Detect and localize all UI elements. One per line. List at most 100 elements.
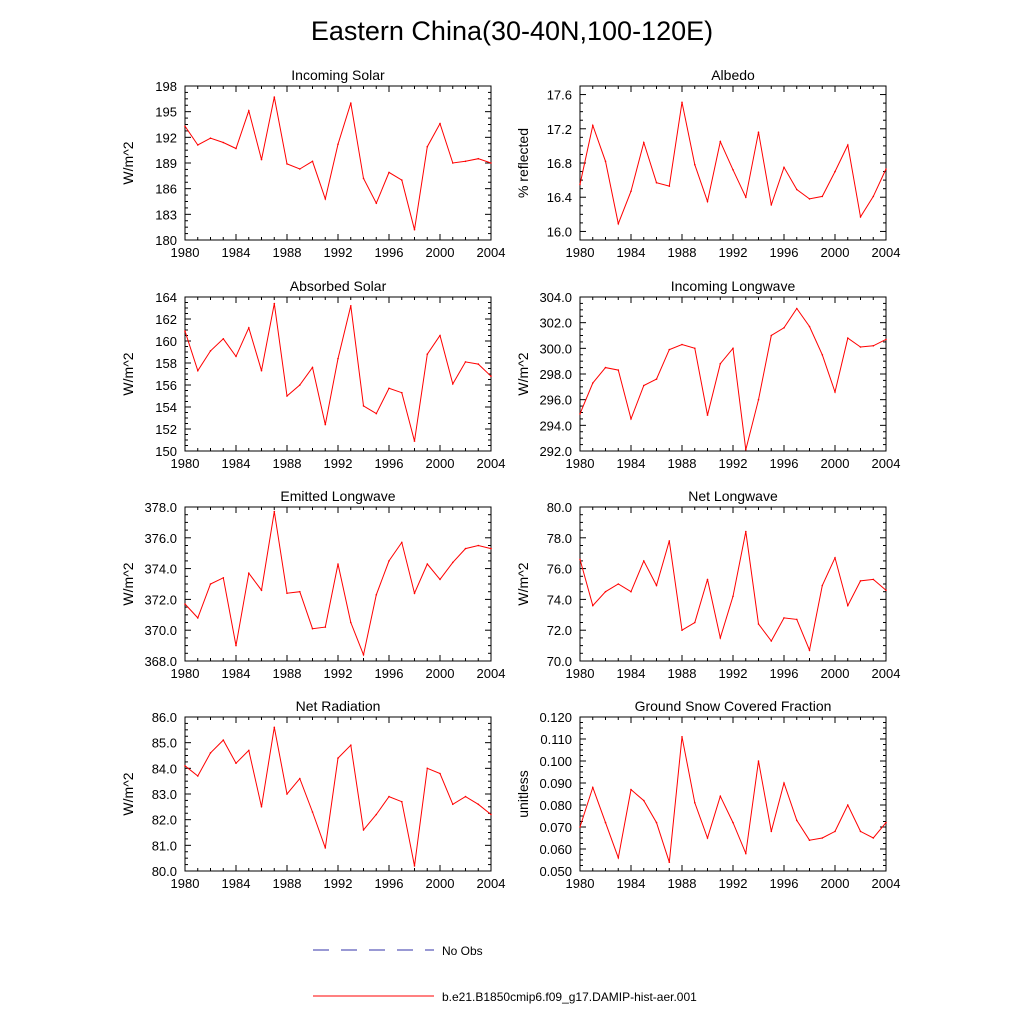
- data-point: [668, 861, 671, 863]
- x-tick-label: 1996: [770, 456, 799, 471]
- data-point: [337, 143, 339, 145]
- data-point: [783, 166, 785, 169]
- data-point: [630, 190, 632, 192]
- x-tick-label: 2004: [477, 666, 506, 681]
- data-point: [311, 160, 314, 163]
- data-point: [222, 141, 225, 144]
- data-point: [324, 198, 327, 200]
- data-point: [745, 196, 747, 198]
- x-tick-label: 1984: [617, 666, 646, 681]
- series-line: [579, 307, 887, 450]
- panels: Incoming Solar 1980 1984 1988 1992 1996 2000 20…: [120, 67, 900, 891]
- y-tick-label: 186: [155, 182, 177, 197]
- y-tick-label: 192: [155, 130, 177, 145]
- y-tick-label: 195: [155, 105, 177, 120]
- data-point: [604, 160, 607, 163]
- x-tick-label: 1980: [171, 245, 200, 260]
- data-point: [337, 757, 339, 759]
- panel-title: Incoming Solar: [291, 67, 385, 83]
- y-tick-label: 17.2: [547, 122, 572, 137]
- data-point: [388, 387, 390, 390]
- data-point: [796, 307, 798, 310]
- data-point: [592, 382, 594, 384]
- x-tick-label: 2000: [821, 245, 850, 260]
- x-tick-label: 1980: [566, 245, 595, 260]
- x-tick-label: 2000: [426, 456, 455, 471]
- data-point: [694, 621, 696, 624]
- y-tick-label: 16.4: [547, 190, 572, 205]
- data-point: [490, 162, 492, 164]
- data-point: [643, 560, 645, 562]
- figure-title: Eastern China(30-40N,100-120E): [311, 16, 713, 46]
- x-tick-label: 1984: [222, 456, 251, 471]
- x-tick-label: 1980: [171, 456, 200, 471]
- data-point: [184, 765, 186, 767]
- data-point: [694, 347, 696, 350]
- plot-frame: [184, 716, 492, 872]
- y-tick-label: 84.0: [152, 761, 177, 776]
- x-tick-label: 1988: [273, 245, 302, 260]
- data-point: [337, 563, 339, 565]
- data-point: [490, 375, 492, 378]
- data-point: [808, 325, 811, 328]
- data-point: [579, 826, 581, 828]
- x-tick-label: 1984: [617, 456, 646, 471]
- data-point: [311, 366, 314, 369]
- panel-7: Net Radiation 1980 1984 1988 1992 1996 2000 200…: [120, 698, 505, 891]
- data-point: [375, 412, 378, 415]
- data-point: [859, 216, 862, 218]
- data-point: [426, 353, 429, 356]
- data-point: [388, 560, 390, 562]
- y-tick-label: 372.0: [144, 592, 177, 607]
- data-point: [286, 163, 288, 165]
- x-tick-label: 2004: [477, 456, 506, 471]
- data-point: [681, 343, 683, 346]
- data-point: [248, 110, 250, 112]
- data-point: [426, 767, 429, 770]
- x-tick-label: 1988: [668, 456, 697, 471]
- data-point: [681, 101, 683, 104]
- legend-obs-label: No Obs: [442, 944, 483, 958]
- data-point: [796, 819, 798, 822]
- x-tick-label: 2004: [872, 876, 901, 891]
- y-tick-label: 152: [155, 422, 177, 437]
- data-point: [209, 583, 212, 585]
- x-tick-label: 1980: [566, 876, 595, 891]
- x-tick-label: 1984: [222, 666, 251, 681]
- data-point: [477, 157, 480, 160]
- data-point: [783, 617, 785, 619]
- data-point: [732, 821, 734, 824]
- data-point: [617, 222, 620, 225]
- data-point: [706, 578, 709, 581]
- data-point: [311, 627, 314, 630]
- y-tick-label: 0.070: [539, 820, 572, 835]
- x-tick-label: 1996: [375, 245, 404, 260]
- data-point: [592, 124, 594, 127]
- data-point: [770, 334, 773, 337]
- x-tick-label: 1996: [770, 876, 799, 891]
- data-point: [885, 821, 887, 824]
- y-tick-label: 154: [155, 400, 177, 415]
- y-tick-label: 72.0: [547, 623, 572, 638]
- x-tick-label: 1996: [375, 456, 404, 471]
- data-point: [490, 547, 492, 550]
- data-point: [783, 782, 785, 784]
- y-tick-label: 74.0: [547, 592, 572, 607]
- panel-title: Incoming Longwave: [671, 278, 796, 294]
- x-tick-label: 1980: [171, 876, 200, 891]
- data-point: [643, 384, 645, 387]
- data-point: [655, 378, 658, 380]
- y-tick-label: 0.110: [540, 732, 572, 747]
- data-point: [248, 327, 250, 329]
- legend: No Obs b.e21.B1850cmip6.f09_g17.DAMIP-hi…: [313, 944, 697, 1004]
- x-tick-label: 1992: [719, 876, 748, 891]
- panel-8: Ground Snow Covered Fraction 1980 1984 1988…: [515, 698, 900, 891]
- y-tick-label: 158: [155, 356, 177, 371]
- x-tick-label: 1992: [719, 456, 748, 471]
- data-point: [757, 131, 760, 133]
- x-tick-label: 2004: [872, 456, 901, 471]
- y-tick-label: 16.8: [547, 156, 572, 171]
- data-point: [299, 590, 301, 593]
- panel-1: Incoming Solar 1980 1984 1988 1992 1996 2000 20…: [120, 67, 505, 260]
